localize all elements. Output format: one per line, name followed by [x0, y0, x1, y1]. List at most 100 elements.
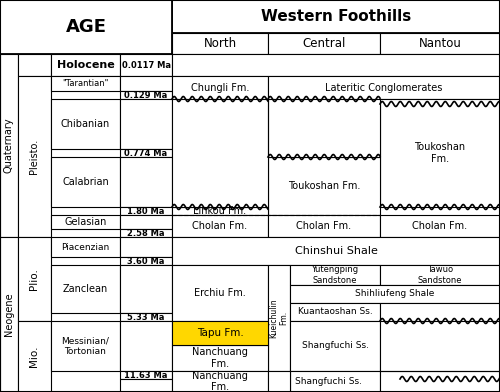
- Bar: [172, 321, 268, 345]
- Bar: [0, 237, 18, 392]
- Text: Shangfuchi Ss.: Shangfuchi Ss.: [295, 377, 362, 386]
- Bar: [380, 99, 500, 207]
- Text: Yutengping
Sandstone: Yutengping Sandstone: [312, 265, 358, 285]
- Text: Neogene: Neogene: [4, 293, 14, 336]
- Bar: [51, 265, 120, 313]
- Bar: [172, 265, 268, 321]
- Bar: [172, 76, 268, 99]
- Text: Cholan Fm.: Cholan Fm.: [192, 221, 248, 231]
- Bar: [120, 207, 172, 215]
- Bar: [380, 303, 500, 321]
- Bar: [120, 237, 172, 257]
- Bar: [380, 321, 500, 371]
- Text: Toukoshan Fm.: Toukoshan Fm.: [288, 181, 360, 191]
- Text: Chinshui Shale: Chinshui Shale: [294, 246, 378, 256]
- Text: Nanchuang
Fm.: Nanchuang Fm.: [192, 347, 248, 369]
- Bar: [380, 33, 500, 54]
- Text: Messinian/
Tortonian: Messinian/ Tortonian: [62, 336, 110, 356]
- Bar: [51, 157, 120, 207]
- Bar: [268, 99, 380, 157]
- Text: Kueichulin
Fm.: Kueichulin Fm.: [270, 298, 288, 338]
- Text: Shihliufeng Shale: Shihliufeng Shale: [356, 290, 434, 298]
- Bar: [51, 99, 120, 149]
- Bar: [268, 157, 380, 215]
- Text: Cholan Fm.: Cholan Fm.: [296, 221, 352, 231]
- Bar: [51, 54, 120, 76]
- Bar: [0, 0, 172, 54]
- Bar: [0, 54, 18, 237]
- Text: 2.58 Ma: 2.58 Ma: [127, 229, 165, 238]
- Bar: [380, 371, 500, 392]
- Bar: [290, 265, 380, 285]
- Text: Lateritic Conglomerates: Lateritic Conglomerates: [326, 82, 442, 93]
- Bar: [268, 33, 380, 54]
- Bar: [120, 379, 172, 392]
- Bar: [380, 371, 500, 392]
- Bar: [120, 54, 172, 76]
- Bar: [51, 321, 120, 371]
- Bar: [18, 54, 51, 76]
- Text: Shangfuchi Ss.: Shangfuchi Ss.: [302, 341, 368, 350]
- Text: Tawuo
Sandstone: Tawuo Sandstone: [418, 265, 462, 285]
- Text: North: North: [204, 37, 236, 50]
- Bar: [120, 91, 172, 99]
- Bar: [380, 215, 500, 237]
- Bar: [120, 215, 172, 229]
- Bar: [120, 149, 172, 157]
- Bar: [268, 76, 500, 99]
- Bar: [120, 229, 172, 237]
- Text: Piacenzian: Piacenzian: [62, 243, 110, 252]
- Text: 5.33 Ma: 5.33 Ma: [128, 312, 164, 321]
- Bar: [120, 313, 172, 321]
- Text: Nantou: Nantou: [418, 37, 462, 50]
- Bar: [120, 257, 172, 265]
- Text: Western Foothills: Western Foothills: [261, 9, 411, 24]
- Bar: [51, 237, 120, 257]
- Text: 0.0117 Ma: 0.0117 Ma: [122, 60, 170, 69]
- Bar: [268, 371, 290, 392]
- Text: Toukoshan
Fm.: Toukoshan Fm.: [414, 142, 466, 164]
- Text: Zanclean: Zanclean: [63, 284, 108, 294]
- Bar: [290, 371, 380, 392]
- Bar: [380, 265, 500, 285]
- Bar: [172, 54, 500, 76]
- Text: Kuantaoshan Ss.: Kuantaoshan Ss.: [298, 307, 372, 316]
- Bar: [172, 54, 500, 392]
- Bar: [51, 76, 120, 91]
- Bar: [120, 99, 172, 149]
- Bar: [172, 99, 268, 207]
- Text: AGE: AGE: [66, 18, 106, 36]
- Text: Chungli Fm.: Chungli Fm.: [191, 82, 249, 93]
- Bar: [268, 99, 380, 157]
- Text: Calabrian: Calabrian: [62, 177, 109, 187]
- Text: Gelasian: Gelasian: [64, 217, 106, 227]
- Text: 3.60 Ma: 3.60 Ma: [128, 256, 164, 265]
- Text: Plio.: Plio.: [30, 268, 40, 290]
- Bar: [18, 76, 51, 237]
- Text: Mio.: Mio.: [30, 346, 40, 367]
- Bar: [380, 321, 500, 371]
- Text: Chibanian: Chibanian: [61, 119, 110, 129]
- Bar: [120, 157, 172, 207]
- Bar: [172, 207, 268, 215]
- Bar: [268, 265, 290, 371]
- Bar: [18, 321, 51, 392]
- Bar: [172, 0, 500, 33]
- Bar: [120, 321, 172, 371]
- Text: Holocene: Holocene: [56, 60, 114, 70]
- Text: Cholan Fm.: Cholan Fm.: [412, 221, 468, 231]
- Bar: [290, 321, 380, 371]
- Bar: [172, 215, 268, 237]
- Text: 11.63 Ma: 11.63 Ma: [124, 370, 168, 379]
- Bar: [120, 76, 172, 91]
- Bar: [290, 285, 500, 303]
- Text: Pleisto.: Pleisto.: [30, 139, 40, 174]
- Bar: [268, 215, 380, 237]
- Text: "Tarantian": "Tarantian": [62, 79, 108, 88]
- Bar: [172, 33, 268, 54]
- Bar: [172, 99, 268, 207]
- Bar: [172, 371, 268, 392]
- Text: Nanchuang
Fm.: Nanchuang Fm.: [192, 371, 248, 392]
- Bar: [120, 371, 172, 379]
- Text: 1.80 Ma: 1.80 Ma: [128, 207, 164, 216]
